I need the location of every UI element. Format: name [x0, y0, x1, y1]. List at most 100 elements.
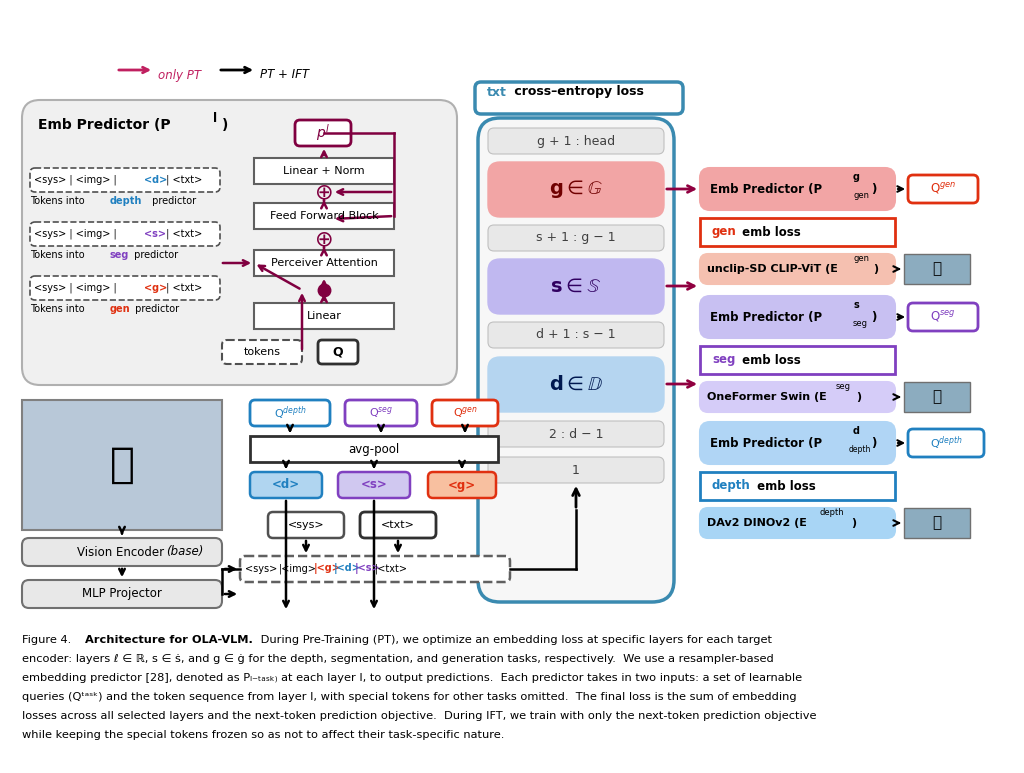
- Bar: [22, 400, 222, 530]
- FancyBboxPatch shape: [250, 472, 322, 498]
- Text: DAv2 DINOv2 (E: DAv2 DINOv2 (E: [707, 518, 807, 528]
- Text: Q: Q: [333, 346, 343, 359]
- Bar: [700, 472, 895, 500]
- Text: Q$^{seg}$: Q$^{seg}$: [369, 406, 393, 421]
- Text: Linear + Norm: Linear + Norm: [284, 166, 365, 176]
- Text: <txt>: <txt>: [381, 520, 415, 530]
- Text: cross–entropy loss: cross–entropy loss: [510, 86, 644, 98]
- Text: |<g>: |<g>: [314, 564, 341, 574]
- Text: unclip-SD CLIP-ViT (E: unclip-SD CLIP-ViT (E: [707, 264, 838, 274]
- Text: gen: gen: [712, 226, 736, 239]
- FancyBboxPatch shape: [700, 254, 895, 284]
- Bar: [254, 303, 394, 329]
- Text: embedding predictor [28], denoted as Pₗ₋ₜₐₛₖ₎ at each layer l, to output predict: embedding predictor [28], denoted as Pₗ₋…: [22, 673, 802, 683]
- FancyBboxPatch shape: [30, 222, 220, 246]
- Text: l: l: [213, 112, 217, 125]
- Text: seg: seg: [110, 250, 129, 260]
- Text: ): ): [851, 518, 856, 528]
- Text: seg: seg: [853, 319, 868, 328]
- FancyBboxPatch shape: [488, 259, 664, 314]
- Text: $p^l$: $p^l$: [316, 123, 330, 144]
- Text: g: g: [853, 172, 860, 182]
- Text: ): ): [873, 264, 879, 274]
- Text: 🚗: 🚗: [933, 390, 941, 404]
- FancyBboxPatch shape: [475, 82, 683, 114]
- Text: $\mathbf{d} \in \mathbb{D}$: $\mathbf{d} \in \mathbb{D}$: [549, 374, 603, 393]
- Bar: [904, 254, 970, 284]
- Text: <d>: <d>: [272, 478, 300, 492]
- FancyBboxPatch shape: [908, 429, 984, 457]
- Text: ): ): [871, 437, 877, 450]
- Text: gen: gen: [853, 254, 869, 263]
- Text: 🚗: 🚗: [933, 516, 941, 530]
- Bar: [904, 382, 970, 412]
- Text: Emb Predictor (P: Emb Predictor (P: [710, 311, 822, 323]
- Text: | <txt>: | <txt>: [163, 229, 203, 240]
- Text: ⊕: ⊕: [314, 182, 334, 202]
- Text: 1: 1: [572, 464, 580, 476]
- Text: predictor: predictor: [131, 250, 178, 260]
- Text: Q$^{depth}$: Q$^{depth}$: [930, 434, 963, 451]
- Text: d + 1 : s − 1: d + 1 : s − 1: [537, 329, 615, 342]
- Text: emb loss: emb loss: [753, 479, 816, 492]
- FancyBboxPatch shape: [488, 225, 664, 251]
- Text: txt: txt: [487, 86, 507, 98]
- Text: MLP Projector: MLP Projector: [82, 587, 162, 601]
- FancyBboxPatch shape: [700, 508, 895, 538]
- Bar: [250, 436, 498, 462]
- FancyBboxPatch shape: [30, 276, 220, 300]
- Text: ): ): [871, 182, 877, 196]
- Text: encoder: layers ℓ ∈ ℝ, s ∈ ṡ, and g ∈ ġ for the depth, segmentation, and generat: encoder: layers ℓ ∈ ℝ, s ∈ ṡ, and g ∈ ġ …: [22, 654, 774, 664]
- FancyBboxPatch shape: [432, 400, 498, 426]
- Text: Q$^{gen}$: Q$^{gen}$: [930, 182, 956, 196]
- Text: Emb Predictor (P: Emb Predictor (P: [710, 437, 822, 450]
- Bar: [904, 508, 970, 538]
- Text: Q$^{seg}$: Q$^{seg}$: [930, 309, 955, 325]
- Text: tokens: tokens: [244, 347, 281, 357]
- Text: queries (Qᵗᵃˢᵏ) and the token sequence from layer l, with special tokens for oth: queries (Qᵗᵃˢᵏ) and the token sequence f…: [22, 692, 797, 702]
- Text: Q$^{gen}$: Q$^{gen}$: [453, 406, 477, 421]
- Text: <sys> | <img> |: <sys> | <img> |: [34, 175, 120, 186]
- Text: seg: seg: [836, 382, 851, 391]
- FancyBboxPatch shape: [478, 118, 674, 602]
- Text: <sys>: <sys>: [245, 564, 278, 574]
- Text: 🚗: 🚗: [110, 444, 134, 486]
- Text: Architecture for OLA-VLM.: Architecture for OLA-VLM.: [85, 635, 253, 645]
- FancyBboxPatch shape: [250, 400, 330, 426]
- Text: depth: depth: [712, 479, 751, 492]
- Text: predictor: predictor: [150, 196, 197, 206]
- Text: <g>: <g>: [447, 478, 476, 492]
- FancyBboxPatch shape: [345, 400, 417, 426]
- FancyBboxPatch shape: [488, 457, 664, 483]
- Bar: [700, 346, 895, 374]
- Text: Emb Predictor (P: Emb Predictor (P: [710, 182, 822, 196]
- Text: Figure 4.: Figure 4.: [22, 635, 79, 645]
- FancyBboxPatch shape: [295, 120, 351, 146]
- Text: |<d>: |<d>: [334, 564, 360, 574]
- Text: <sys> | <img> |: <sys> | <img> |: [34, 283, 120, 293]
- Text: emb loss: emb loss: [738, 226, 801, 239]
- Text: ): ): [222, 118, 228, 132]
- FancyBboxPatch shape: [488, 322, 664, 348]
- Text: depth: depth: [849, 445, 871, 454]
- FancyBboxPatch shape: [488, 162, 664, 217]
- Text: depth: depth: [820, 508, 845, 517]
- Text: predictor: predictor: [132, 304, 179, 314]
- Text: Perceiver Attention: Perceiver Attention: [270, 258, 378, 268]
- FancyBboxPatch shape: [22, 100, 457, 385]
- Text: emb loss: emb loss: [738, 353, 801, 366]
- Text: while keeping the special tokens frozen so as not to affect their task-specific : while keeping the special tokens frozen …: [22, 730, 505, 740]
- Text: | <txt>: | <txt>: [163, 283, 203, 293]
- Text: gen: gen: [853, 191, 869, 200]
- FancyBboxPatch shape: [318, 340, 358, 364]
- Text: depth: depth: [110, 196, 142, 206]
- Text: PT + IFT: PT + IFT: [260, 69, 309, 81]
- Text: $\mathbf{g} \in \mathbb{G}$: $\mathbf{g} \in \mathbb{G}$: [549, 178, 603, 200]
- FancyBboxPatch shape: [488, 357, 664, 412]
- Text: 🚗: 🚗: [933, 261, 941, 277]
- Text: During Pre-Training (PT), we optimize an embedding loss at specific layers for e: During Pre-Training (PT), we optimize an…: [257, 635, 772, 645]
- Text: |<s>: |<s>: [355, 564, 381, 574]
- Text: ): ): [856, 392, 861, 402]
- FancyBboxPatch shape: [240, 556, 510, 582]
- FancyBboxPatch shape: [488, 421, 664, 447]
